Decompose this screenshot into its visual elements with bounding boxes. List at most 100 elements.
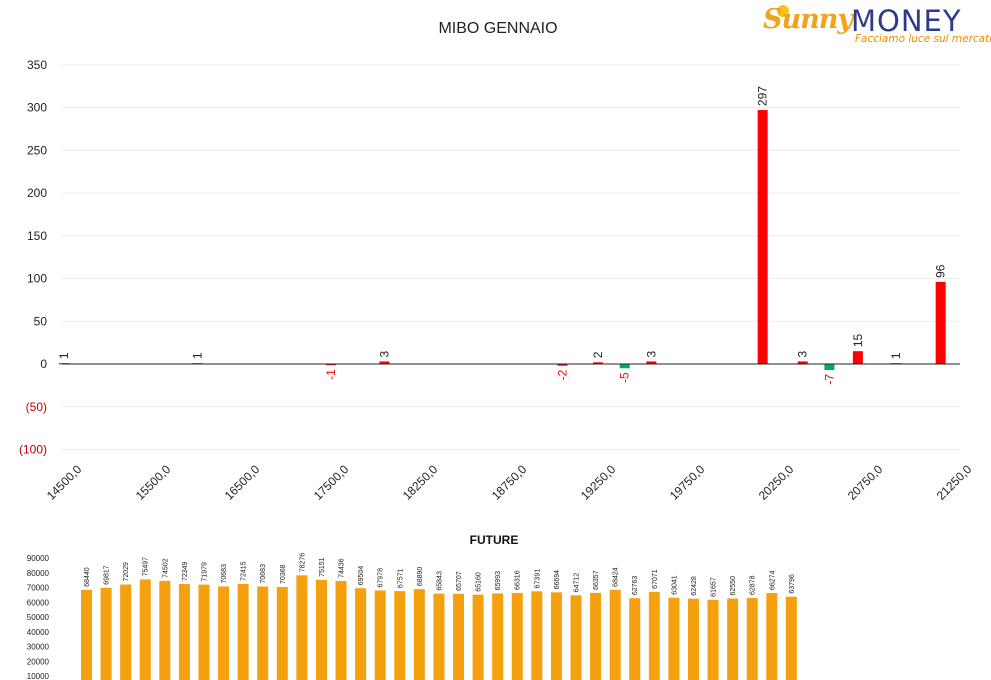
bar-data-label: 297 [756,86,770,106]
bar [757,110,768,364]
future-bar [648,591,660,680]
future-y-tick-label: 80000 [27,569,50,578]
future-bar [413,589,425,680]
future-bar [785,596,797,680]
future-bar-label: 68890 [417,567,424,587]
future-bar [590,592,602,680]
future-bar-label: 68424 [613,567,620,587]
logo-tagline: Facciamo luce sui mercati [855,33,991,45]
bar [797,361,808,364]
x-tick-label: 21250,0 [934,462,975,503]
future-bar [727,598,739,680]
bar-data-label: 96 [934,264,948,278]
bar-data-label: -5 [618,372,632,383]
future-bar-label: 70683 [221,564,228,584]
future-bar-label: 61657 [711,577,718,597]
bar [619,364,630,369]
future-bar-label: 72349 [182,561,189,581]
future-bar-label: 75497 [143,557,150,577]
logo: Sunny MONEY Facciamo luce sui mercati [763,4,991,46]
bar [824,364,835,370]
future-bar-label: 66694 [554,570,561,590]
x-tick-label: 15500,0 [133,462,174,503]
bar [646,361,657,364]
future-y-tick-label: 30000 [27,643,50,652]
future-bar-label: 74436 [339,558,346,578]
x-tick-label: 16500,0 [222,462,263,503]
future-bar-label: 64712 [574,573,581,593]
y-tick-label: 100 [27,272,47,286]
future-bar-label: 78276 [299,553,306,573]
x-tick-label: 20750,0 [845,462,886,503]
bar-data-label: -7 [822,374,836,385]
future-bar [178,584,190,680]
future-bar [433,593,445,680]
future-bar [394,591,406,680]
future-bar [335,580,347,680]
future-bar-label: 65707 [456,571,463,591]
future-bar-label: 67071 [652,569,659,589]
future-y-tick-label: 50000 [27,613,50,622]
x-tick-label: 17500,0 [311,462,352,503]
y-tick-label: 250 [27,143,47,157]
y-tick-label: 50 [34,314,48,328]
logo-sunny: Sunny [763,4,853,35]
future-bar-label: 65843 [436,571,443,591]
future-bar [687,598,699,680]
future-bar-label: 67978 [378,568,385,588]
future-bar-label: 62550 [730,576,737,596]
future-bar [159,580,171,680]
future-bar [550,592,562,680]
future-bar-label: 63041 [671,575,678,595]
future-bar [218,586,230,680]
future-bar [276,586,288,680]
future-bar [531,591,543,680]
y-tick-label: 150 [27,229,47,243]
main-chart: MIBO GENNAIO 350 300 250 200 150 100 50 0 (50) (10… [19,20,975,503]
bar-data-label: 3 [644,350,658,357]
x-tick-label: 18250,0 [400,462,441,503]
future-bar [237,583,249,680]
bar-data-label: 1 [889,352,903,359]
bar [593,362,603,364]
future-y-tick-label: 90000 [27,554,50,563]
future-bar [120,584,132,680]
future-bar [374,590,386,680]
future-bar-label: 75151 [319,557,326,577]
future-bar-label: 66274 [769,570,776,590]
future-bar-label: 69817 [104,565,111,585]
future-y-tick-label: 70000 [27,584,50,593]
future-bar-label: 70683 [260,564,267,584]
future-bar-label: 62878 [750,575,757,595]
y-tick-label: 300 [27,101,47,115]
future-bar [766,592,778,680]
y-tick-label: 0 [40,357,47,371]
bar-data-label: -2 [555,369,569,380]
bar-data-label: 3 [796,350,810,357]
future-bar-label: 70368 [280,564,287,584]
future-bar-label: 62428 [691,576,698,596]
future-bar [629,598,641,680]
future-y-tick-label: 10000 [27,672,50,680]
future-bar-label: 65160 [476,572,483,592]
future-bar [746,598,758,680]
main-chart-title: MIBO GENNAIO [438,20,557,37]
bar-data-label: 15 [851,334,865,348]
future-bar [668,597,680,680]
y-tick-label: 200 [27,186,47,200]
future-bar-label: 68440 [84,567,91,587]
y-tick-label: (100) [19,443,47,457]
future-chart-title: FUTURE [470,533,519,547]
future-y-tick-label: 20000 [27,657,50,666]
future-bar [296,575,308,680]
x-tick-label: 19750,0 [667,462,708,503]
future-bar [198,584,210,680]
bar [935,281,946,364]
future-bar [355,588,367,680]
bar [557,364,568,366]
future-bar-label: 62763 [632,576,639,596]
future-y-tick-label: 60000 [27,598,50,607]
future-bar-label: 63796 [789,574,796,594]
future-bar-label: 72029 [123,562,130,582]
future-bar-label: 69504 [358,566,365,586]
